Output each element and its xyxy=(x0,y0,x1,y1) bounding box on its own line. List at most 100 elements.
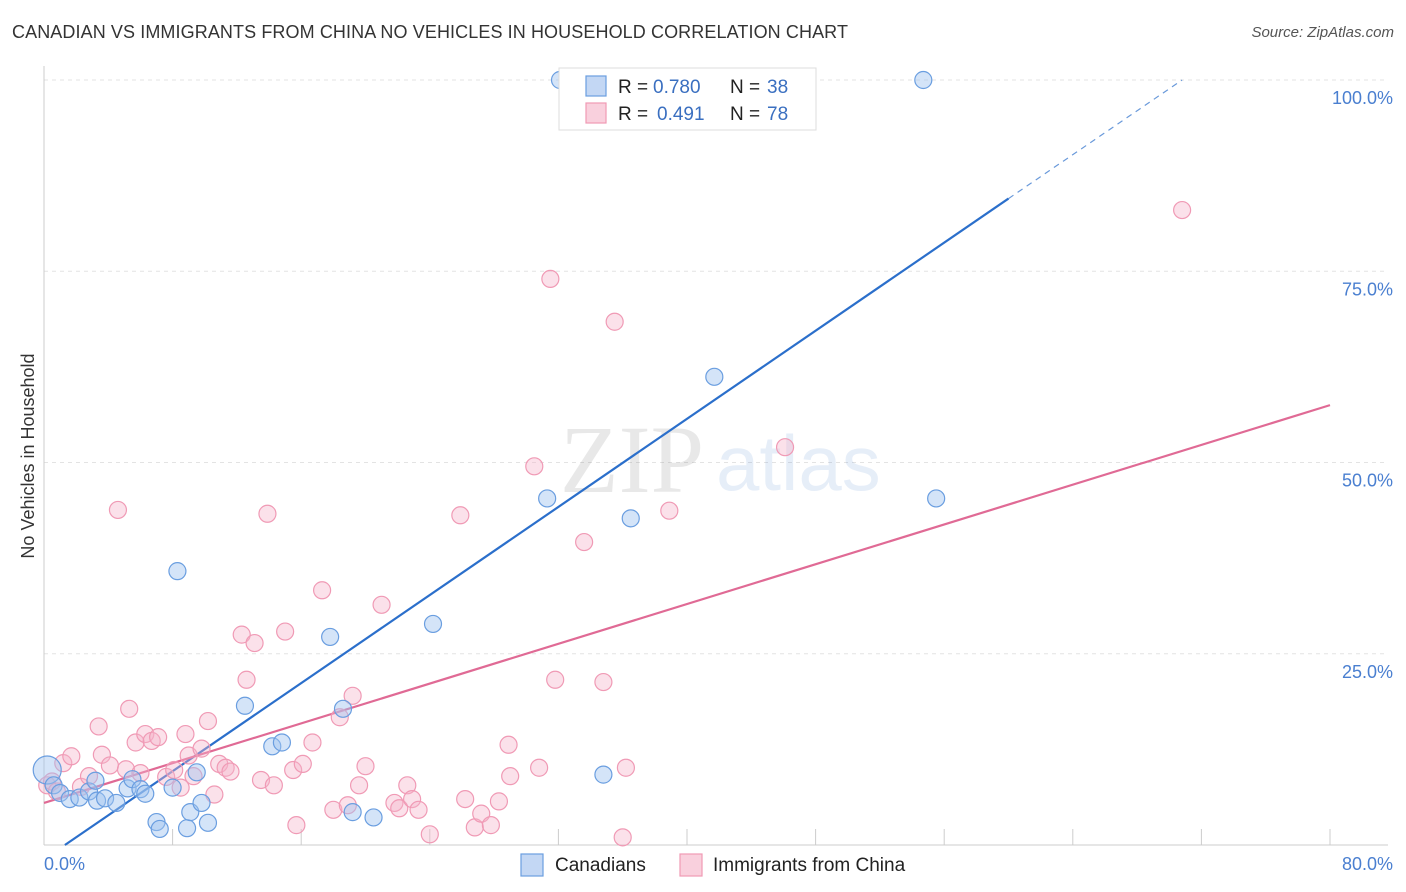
x-tick-label-1: 80.0% xyxy=(1342,854,1393,874)
china-point-40 xyxy=(303,733,322,752)
data-points xyxy=(32,70,1192,847)
china-point-67 xyxy=(575,532,594,552)
bottom-legend-canadians: Canadians xyxy=(555,855,646,876)
canadians-point-30 xyxy=(423,614,443,634)
china-point-34 xyxy=(258,504,277,523)
watermark: ZIP atlas xyxy=(560,406,881,513)
china-point-12 xyxy=(120,699,139,718)
y-tick-label-0: 25.0% xyxy=(1342,662,1393,682)
china-point-9 xyxy=(100,756,120,775)
canadians-point-8 xyxy=(95,789,115,808)
canadians-point-17 xyxy=(168,562,187,581)
canadians-point-6 xyxy=(86,771,105,790)
china-point-72 xyxy=(660,501,679,520)
bottom-legend-swatch-china xyxy=(679,853,703,877)
canadians-point-4 xyxy=(70,788,89,807)
china-point-32 xyxy=(245,633,264,653)
bottom-legend-swatch-canadians xyxy=(520,853,544,877)
canadians-point-27 xyxy=(333,699,353,718)
china-point-19 xyxy=(165,760,184,780)
china-point-11 xyxy=(116,760,136,779)
source-label: Source: ZipAtlas.com xyxy=(1251,24,1394,41)
legend-swatch-china xyxy=(585,102,607,124)
china-point-35 xyxy=(264,776,283,795)
china-point-38 xyxy=(287,816,306,835)
trend-line-1 xyxy=(43,404,1331,804)
canadians-point-34 xyxy=(621,509,640,528)
china-point-42 xyxy=(324,800,343,819)
y-tick-label-3: 100.0% xyxy=(1332,88,1393,108)
legend-n-value-1: 78 xyxy=(767,104,788,125)
canadians-point-16 xyxy=(163,778,182,797)
legend-r-value-0: 0.780 xyxy=(653,77,701,98)
watermark-atlas: atlas xyxy=(716,419,881,507)
y-tick-label-2: 75.0% xyxy=(1342,279,1393,299)
canadians-point-24 xyxy=(263,737,282,756)
china-point-46 xyxy=(349,776,369,795)
canadians-point-2 xyxy=(50,783,70,803)
china-point-56 xyxy=(456,789,475,809)
chart-title: CANADIAN VS IMMIGRANTS FROM CHINA NO VEH… xyxy=(12,22,849,42)
china-point-70 xyxy=(613,828,632,847)
china-point-10 xyxy=(108,500,128,520)
x-tick-label-0: 0.0% xyxy=(44,854,85,874)
canadians-point-28 xyxy=(343,803,362,822)
canadians-point-31 xyxy=(538,489,557,508)
china-point-39 xyxy=(293,754,312,774)
china-point-54 xyxy=(420,825,439,844)
canadians-point-18 xyxy=(177,819,197,838)
china-point-21 xyxy=(176,724,195,744)
legend-r-value-1: 0.491 xyxy=(657,104,705,125)
china-point-49 xyxy=(385,793,404,813)
axes xyxy=(43,66,1388,846)
china-point-65 xyxy=(541,269,560,288)
china-point-25 xyxy=(198,711,218,731)
bottom-legend: Canadians Immigrants from China xyxy=(520,853,906,877)
legend-n-label-1: N = xyxy=(730,104,760,125)
legend-n-label-0: N = xyxy=(730,77,760,98)
china-point-6 xyxy=(79,767,99,786)
china-point-69 xyxy=(605,312,624,331)
canadians-point-9 xyxy=(107,793,126,813)
china-point-47 xyxy=(356,757,375,776)
china-point-45 xyxy=(343,686,362,705)
bottom-legend-china: Immigrants from China xyxy=(713,855,906,876)
china-point-71 xyxy=(616,758,636,777)
china-point-50 xyxy=(390,799,409,818)
canadians-point-33 xyxy=(594,765,613,784)
canadians-point-29 xyxy=(364,808,383,827)
china-point-68 xyxy=(594,672,613,692)
gridlines xyxy=(44,79,1388,655)
legend-r-label-0: R = xyxy=(618,77,648,98)
legend-swatch-canadians xyxy=(585,75,607,97)
legend-n-value-0: 38 xyxy=(767,77,788,98)
trend-line-0 xyxy=(64,197,1010,846)
china-point-53 xyxy=(409,800,428,819)
canadians-point-22 xyxy=(198,813,218,832)
china-point-37 xyxy=(284,760,303,780)
china-point-64 xyxy=(530,758,549,777)
china-point-60 xyxy=(489,792,509,811)
china-point-59 xyxy=(481,816,500,835)
china-point-73 xyxy=(775,438,795,457)
china-point-74 xyxy=(1173,200,1192,220)
canadians-point-21 xyxy=(192,793,211,813)
china-point-24 xyxy=(192,739,211,758)
china-point-55 xyxy=(451,506,470,525)
china-point-62 xyxy=(501,767,520,786)
china-point-4 xyxy=(62,747,81,766)
canadians-point-13 xyxy=(136,784,155,803)
china-point-48 xyxy=(372,595,391,614)
china-point-61 xyxy=(499,735,518,754)
china-point-52 xyxy=(403,789,422,809)
canadians-point-25 xyxy=(272,733,292,752)
y-axis-label: No Vehicles in Household xyxy=(18,353,38,558)
tick-labels: 25.0% 50.0% 75.0% 100.0% 0.0% 80.0% xyxy=(44,88,1393,874)
china-point-66 xyxy=(546,670,565,689)
canadians-point-10 xyxy=(118,779,137,798)
canadians-point-23 xyxy=(235,696,255,715)
trend-line-extension-0 xyxy=(1008,79,1183,200)
china-point-17 xyxy=(149,728,168,747)
canadians-point-36 xyxy=(914,70,933,90)
